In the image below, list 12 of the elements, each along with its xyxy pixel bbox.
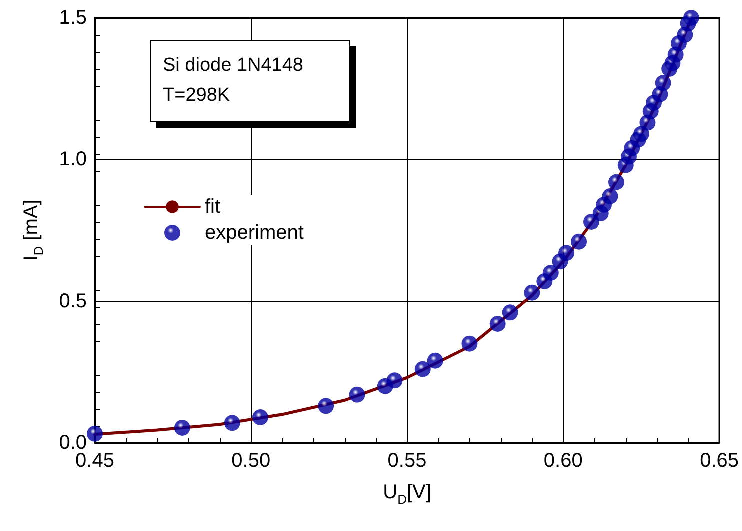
y-tick-label: 0.5 xyxy=(59,290,87,312)
legend-label: fit xyxy=(205,196,221,218)
y-tick-label: 1.5 xyxy=(59,7,87,29)
legend-label: experiment xyxy=(205,222,304,244)
x-tick-label: 0.50 xyxy=(232,450,271,472)
y-axis-title: ID [mA] xyxy=(20,200,46,262)
annotation: Si diode 1N4148 xyxy=(163,54,304,78)
x-tick-label: 0.65 xyxy=(700,450,740,472)
annotation: T=298K xyxy=(163,84,232,108)
x-tick-label: 0.55 xyxy=(388,450,427,472)
x-tick-label: 0.60 xyxy=(544,450,583,472)
y-tick-label: 1.0 xyxy=(59,148,87,171)
